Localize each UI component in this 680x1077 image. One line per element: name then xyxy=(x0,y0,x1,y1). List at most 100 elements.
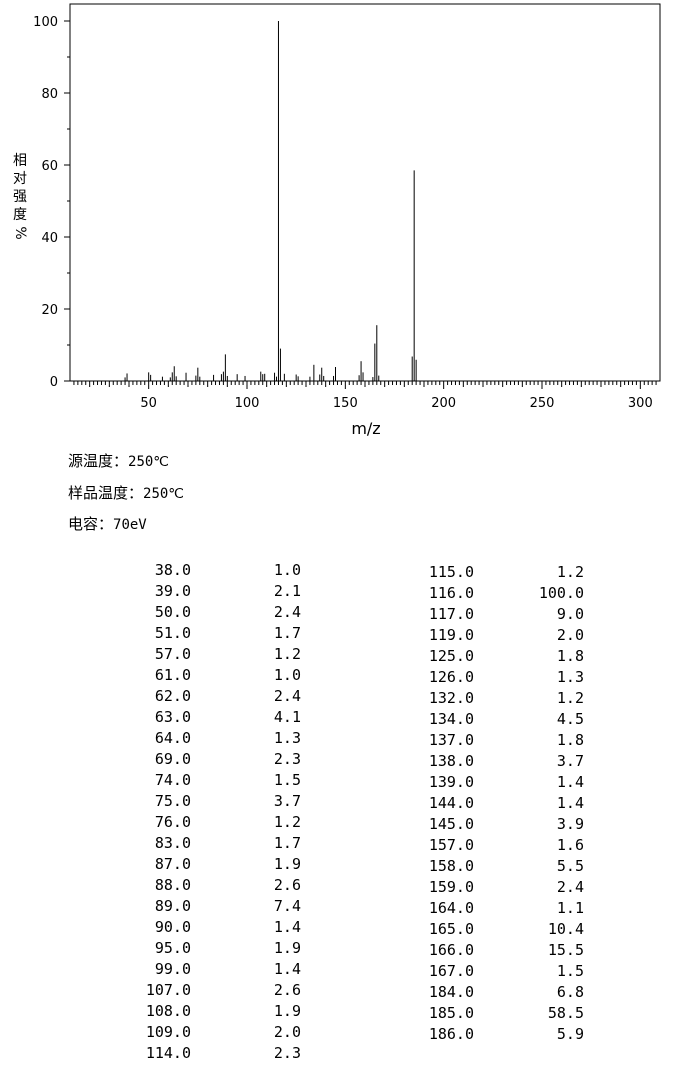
intensity-value: 10.4 xyxy=(547,920,584,938)
y-tick-label: 80 xyxy=(41,87,58,102)
intensity-value: 1.6 xyxy=(556,836,584,854)
mz-value: 50.0 xyxy=(154,603,191,621)
condition-label: 电容： xyxy=(68,515,114,533)
intensity-value: 9.0 xyxy=(556,605,584,623)
intensity-value: 1.7 xyxy=(273,834,301,852)
intensity-value: 5.5 xyxy=(556,857,584,875)
intensity-value: 1.9 xyxy=(273,855,301,873)
intensity-value: 1.3 xyxy=(273,729,301,747)
x-tick-label: 150 xyxy=(333,396,358,411)
mz-value: 108.0 xyxy=(145,1002,191,1020)
intensity-value: 1.9 xyxy=(273,1002,301,1020)
condition-line: 源温度：250℃ xyxy=(68,451,169,472)
mz-value: 87.0 xyxy=(154,855,191,873)
x-tick-label: 50 xyxy=(140,396,157,411)
intensity-value: 1.2 xyxy=(556,689,584,707)
intensity-value: 2.3 xyxy=(273,1044,301,1062)
intensity-value: 2.6 xyxy=(273,876,301,894)
x-tick-label: 300 xyxy=(628,396,653,411)
mz-value: 74.0 xyxy=(154,771,191,789)
mz-value: 167.0 xyxy=(428,962,474,980)
intensity-value: 2.0 xyxy=(556,626,584,644)
y-label-char: % xyxy=(12,226,28,240)
condition-value: 70eV xyxy=(113,517,147,533)
mz-value: 90.0 xyxy=(154,918,191,936)
intensity-value: 1.8 xyxy=(556,731,584,749)
y-tick-label: 100 xyxy=(33,15,58,30)
mz-value: 83.0 xyxy=(154,834,191,852)
intensity-value: 3.9 xyxy=(556,815,584,833)
mz-value: 63.0 xyxy=(154,708,191,726)
mz-value: 62.0 xyxy=(154,687,191,705)
intensity-value: 2.4 xyxy=(273,603,301,621)
mz-value: 164.0 xyxy=(428,899,474,917)
intensity-value: 1.5 xyxy=(556,962,584,980)
intensity-value: 1.5 xyxy=(273,771,301,789)
intensity-value: 1.9 xyxy=(273,939,301,957)
mz-value: 69.0 xyxy=(154,750,191,768)
intensity-value: 1.7 xyxy=(273,624,301,642)
mz-value: 158.0 xyxy=(428,857,474,875)
intensity-value: 1.2 xyxy=(273,645,301,663)
y-axis-label: 相对强度% xyxy=(10,152,30,242)
y-tick-label: 60 xyxy=(41,159,58,174)
mz-value: 165.0 xyxy=(428,920,474,938)
mz-value: 88.0 xyxy=(154,876,191,894)
plot-border xyxy=(69,3,661,382)
y-label-char: 对 xyxy=(13,171,27,187)
intensity-value: 6.8 xyxy=(556,983,584,1001)
intensity-value: 1.2 xyxy=(556,563,584,581)
mz-value: 51.0 xyxy=(154,624,191,642)
intensity-value: 1.4 xyxy=(273,918,301,936)
mz-value: 38.0 xyxy=(154,561,191,579)
intensity-value: 4.5 xyxy=(556,710,584,728)
y-tick-label: 0 xyxy=(50,375,58,390)
x-axis-label: m/z xyxy=(351,419,380,438)
intensity-value: 5.9 xyxy=(556,1025,584,1043)
intensity-value: 1.2 xyxy=(273,813,301,831)
intensity-value: 1.4 xyxy=(273,960,301,978)
intensity-value: 3.7 xyxy=(556,752,584,770)
intensity-value: 1.8 xyxy=(556,647,584,665)
mz-value: 134.0 xyxy=(428,710,474,728)
intensity-value: 2.6 xyxy=(273,981,301,999)
condition-line: 样品温度：250℃ xyxy=(68,483,184,504)
mz-value: 166.0 xyxy=(428,941,474,959)
mz-value: 76.0 xyxy=(154,813,191,831)
intensity-value: 2.0 xyxy=(273,1023,301,1041)
intensity-value: 2.4 xyxy=(556,878,584,896)
intensity-value: 1.4 xyxy=(556,794,584,812)
mz-value: 95.0 xyxy=(154,939,191,957)
mz-value: 117.0 xyxy=(428,605,474,623)
intensity-value: 1.4 xyxy=(556,773,584,791)
intensity-value: 15.5 xyxy=(547,941,584,959)
mz-value: 57.0 xyxy=(154,645,191,663)
y-tick-label: 20 xyxy=(41,303,58,318)
mz-value: 125.0 xyxy=(428,647,474,665)
mz-value: 116.0 xyxy=(428,584,474,602)
mz-value: 137.0 xyxy=(428,731,474,749)
mz-value: 99.0 xyxy=(154,960,191,978)
mz-value: 64.0 xyxy=(154,729,191,747)
x-tick-label: 100 xyxy=(235,396,260,411)
mz-value: 186.0 xyxy=(428,1025,474,1043)
y-tick-label: 40 xyxy=(41,231,58,246)
intensity-value: 3.7 xyxy=(273,792,301,810)
mz-value: 144.0 xyxy=(428,794,474,812)
intensity-value: 2.1 xyxy=(273,582,301,600)
condition-label: 源温度： xyxy=(68,452,129,470)
condition-label: 样品温度： xyxy=(68,484,144,502)
intensity-value: 1.1 xyxy=(556,899,584,917)
mz-value: 75.0 xyxy=(154,792,191,810)
mz-value: 145.0 xyxy=(428,815,474,833)
intensity-value: 7.4 xyxy=(273,897,301,915)
y-label-char: 度 xyxy=(13,207,27,223)
intensity-value: 2.3 xyxy=(273,750,301,768)
mz-value: 107.0 xyxy=(145,981,191,999)
mz-value: 39.0 xyxy=(154,582,191,600)
intensity-value: 1.0 xyxy=(273,666,301,684)
mz-value: 115.0 xyxy=(428,563,474,581)
intensity-value: 1.3 xyxy=(556,668,584,686)
x-tick-label: 250 xyxy=(530,396,555,411)
mz-value: 159.0 xyxy=(428,878,474,896)
